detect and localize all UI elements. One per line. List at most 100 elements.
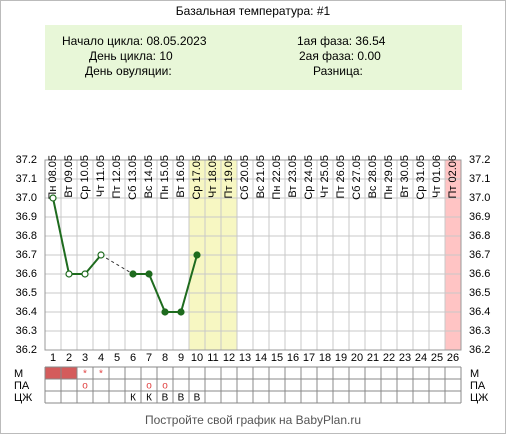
day-number: 20 bbox=[351, 352, 363, 364]
row-label-right: ПА bbox=[470, 380, 486, 392]
y-tick-label-right: 37.1 bbox=[469, 173, 490, 185]
day-number: 18 bbox=[319, 352, 331, 364]
day-number: 1 bbox=[50, 352, 56, 364]
y-tick-label: 36.7 bbox=[16, 249, 37, 261]
info-left: День овуляции: bbox=[85, 64, 172, 78]
y-tick-label-right: 36.6 bbox=[469, 268, 490, 280]
day-number: 21 bbox=[367, 352, 379, 364]
day-number: 2 bbox=[66, 352, 72, 364]
row-cell-text: В bbox=[162, 393, 169, 404]
day-number: 22 bbox=[383, 352, 395, 364]
y-tick-label: 37.1 bbox=[16, 173, 37, 185]
y-tick-label-right: 36.3 bbox=[469, 325, 490, 337]
date-label: Ср 24.05 bbox=[303, 155, 315, 200]
date-label: Сб 20.05 bbox=[239, 155, 251, 200]
y-tick-label: 36.9 bbox=[16, 211, 37, 223]
day-number: 7 bbox=[146, 352, 152, 364]
day-number: 25 bbox=[431, 352, 443, 364]
y-tick-label: 36.3 bbox=[16, 325, 37, 337]
date-label: Вс 21.05 bbox=[255, 155, 267, 198]
y-tick-label: 37.0 bbox=[16, 192, 37, 204]
info-right: 2ая фаза: 0.00 bbox=[299, 49, 381, 63]
day-number: 12 bbox=[223, 352, 235, 364]
date-label: Вт 23.05 bbox=[287, 155, 299, 198]
row-cell-text: К bbox=[146, 393, 152, 404]
day-number: 13 bbox=[239, 352, 251, 364]
y-tick-label: 36.6 bbox=[16, 268, 37, 280]
plot-border bbox=[44, 159, 462, 351]
day-number: 26 bbox=[447, 352, 459, 364]
date-label: Пн 29.05 bbox=[383, 155, 395, 200]
date-label: Сб 13.05 bbox=[127, 155, 139, 200]
row-cell-fill bbox=[61, 367, 77, 379]
day-number: 3 bbox=[82, 352, 88, 364]
row-cell-text: В bbox=[194, 393, 201, 404]
date-label: Вс 14.05 bbox=[143, 155, 155, 198]
temp-point bbox=[161, 308, 169, 316]
date-label: Пн 08.05 bbox=[47, 155, 59, 200]
row-label: ЦЖ bbox=[14, 392, 32, 404]
date-label: Чт 01.06 bbox=[431, 155, 443, 198]
y-tick-label-right: 36.2 bbox=[469, 344, 490, 356]
day-number: 24 bbox=[415, 352, 427, 364]
row-cell-text: o bbox=[162, 381, 168, 392]
temp-line bbox=[52, 197, 102, 275]
row-cell-text: * bbox=[83, 369, 87, 380]
y-tick-label: 36.5 bbox=[16, 287, 37, 299]
date-label: Ср 17.05 bbox=[191, 155, 203, 200]
row-cell-text: * bbox=[99, 369, 103, 380]
day-number: 11 bbox=[207, 352, 218, 364]
temp-point bbox=[193, 251, 201, 259]
date-label: Вт 30.05 bbox=[399, 155, 411, 198]
info-left: Начало цикла: 08.05.2023 bbox=[62, 34, 207, 48]
row-label: М bbox=[14, 368, 23, 380]
y-tick-label-right: 37.0 bbox=[469, 192, 490, 204]
y-tick-label: 36.8 bbox=[16, 230, 37, 242]
day-number: 19 bbox=[335, 352, 347, 364]
temp-point bbox=[49, 194, 57, 202]
day-number: 23 bbox=[399, 352, 411, 364]
row-cell-text: К bbox=[130, 393, 136, 404]
y-tick-label: 36.4 bbox=[16, 306, 37, 318]
y-tick-label-right: 36.4 bbox=[469, 306, 490, 318]
row-cell-text: В bbox=[178, 393, 185, 404]
day-number: 16 bbox=[287, 352, 299, 364]
day-number: 6 bbox=[130, 352, 136, 364]
y-tick-label-right: 36.7 bbox=[469, 249, 490, 261]
day-number: 5 bbox=[114, 352, 120, 364]
day-number: 9 bbox=[178, 352, 184, 364]
row-cell-text: o bbox=[82, 381, 88, 392]
day-number: 15 bbox=[271, 352, 283, 364]
day-number: 4 bbox=[98, 352, 104, 364]
info-left: День цикла: 10 bbox=[89, 49, 173, 63]
y-tick-label: 36.2 bbox=[16, 344, 37, 356]
chart-title: Базальная температура: #1 bbox=[176, 4, 331, 18]
y-tick-label-right: 36.8 bbox=[469, 230, 490, 242]
date-label: Ср 10.05 bbox=[79, 155, 91, 200]
row-label: ПА bbox=[14, 380, 30, 392]
date-label: Вт 16.05 bbox=[175, 155, 187, 198]
date-label: Пт 12.05 bbox=[111, 155, 123, 199]
temp-point bbox=[177, 308, 185, 316]
date-label: Пт 19.05 bbox=[223, 155, 235, 199]
date-label: Вт 09.05 bbox=[63, 155, 75, 198]
info-box bbox=[45, 25, 462, 90]
date-label: Чт 11.05 bbox=[95, 155, 107, 197]
date-label: Чт 18.05 bbox=[207, 155, 219, 198]
row-label-right: ЦЖ bbox=[470, 392, 488, 404]
footer: Постройте свой график на BabyPlan.ru bbox=[145, 413, 361, 427]
temp-point bbox=[65, 270, 73, 278]
date-label: Чт 25.05 bbox=[319, 155, 331, 198]
date-label: Пт 26.05 bbox=[335, 155, 347, 199]
info-right: 1ая фаза: 36.54 bbox=[297, 34, 386, 48]
date-label: Ср 31.05 bbox=[415, 155, 427, 200]
row-cell-text: o bbox=[146, 381, 152, 392]
temp-point bbox=[81, 270, 89, 278]
temp-point bbox=[97, 251, 105, 259]
date-label: Пт 02.06 bbox=[447, 155, 459, 199]
day-number: 14 bbox=[255, 352, 267, 364]
date-label: Пн 22.05 bbox=[271, 155, 283, 200]
y-tick-label-right: 36.5 bbox=[469, 287, 490, 299]
temp-point bbox=[145, 270, 153, 278]
